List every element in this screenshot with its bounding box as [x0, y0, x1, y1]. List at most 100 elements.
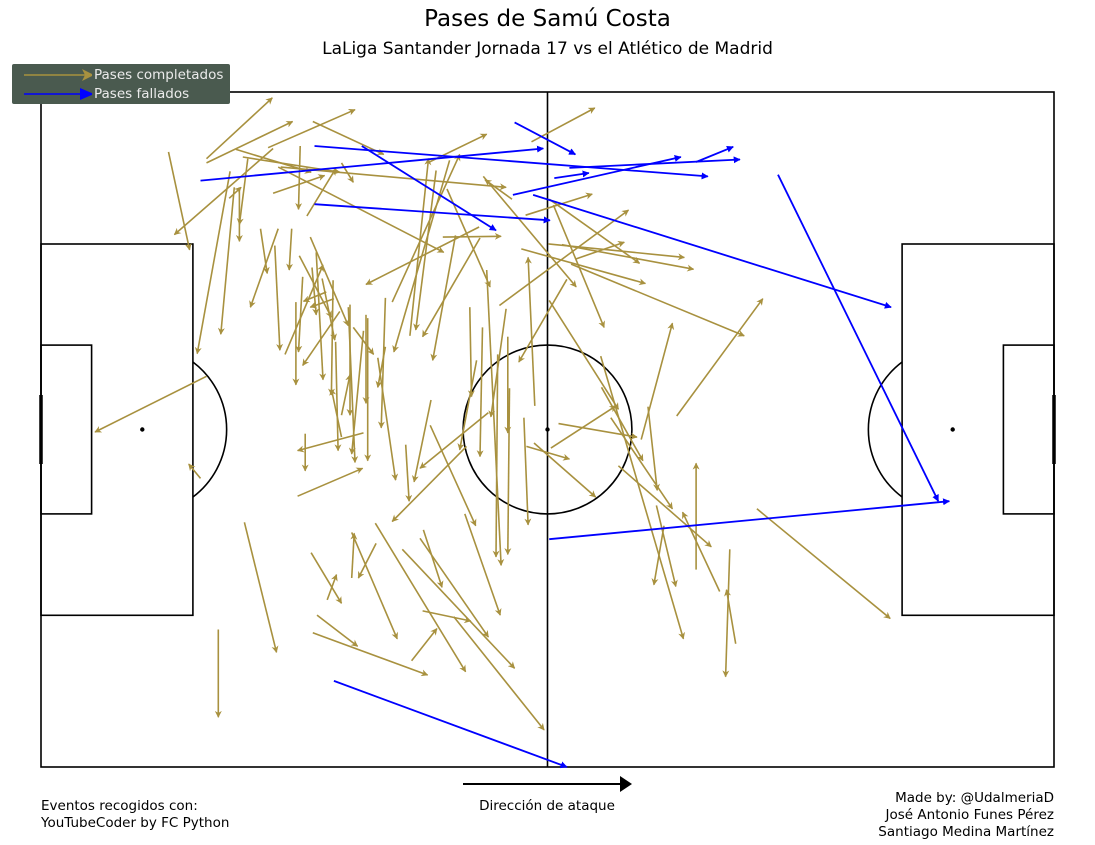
chart-subtitle: LaLiga Santander Jornada 17 vs el Atléti…: [322, 39, 773, 59]
completed-pass-arrow: [524, 256, 536, 406]
completed-pass-arrow: [676, 298, 764, 417]
completed-pass-arrow: [422, 610, 472, 624]
source-line-2: YouTubeCoder by FC Python: [41, 815, 230, 831]
legend-completed-label: Pases completados: [94, 67, 224, 83]
left-penalty-spot: [140, 427, 145, 432]
legend-item-failed: Pases fallados: [12, 85, 230, 103]
completed-pass-arrow: [173, 147, 274, 236]
completed-pass-arrow: [550, 405, 617, 449]
completed-pass-arrow: [722, 549, 731, 678]
completed-pass-arrow: [409, 158, 432, 336]
completed-pass-arrow: [217, 187, 236, 335]
completed-pass-arrow: [570, 263, 745, 337]
completed-pass-arrow: [327, 280, 335, 396]
credit-line-3: Santiago Medina Martínez: [878, 824, 1054, 840]
completed-pass-arrow: [295, 276, 304, 353]
completed-pass-arrow: [329, 388, 343, 438]
completed-pass-arrow: [421, 237, 481, 338]
completed-pass-arrow: [401, 548, 516, 669]
completed-pass-arrow: [194, 171, 231, 355]
right-penalty-area: [901, 243, 1055, 617]
completed-pass-arrow: [267, 108, 356, 149]
completed-pass-arrow: [310, 552, 343, 604]
completed-pass-arrow: [640, 322, 675, 440]
completed-pass-arrow: [410, 628, 438, 662]
legend-failed-label: Pases fallados: [94, 86, 190, 102]
completed-pass-arrow: [552, 204, 605, 329]
completed-pass-arrow: [617, 465, 712, 548]
completed-pass-arrow: [249, 228, 279, 308]
attack-direction-label: Dirección de ataque: [479, 798, 615, 814]
completed-pass-arrow: [404, 444, 413, 502]
center-spot: [545, 427, 550, 432]
completed-pass-arrow: [312, 120, 385, 156]
completed-pass-arrow: [482, 175, 577, 288]
legend: Pases completados Pases fallados: [12, 64, 230, 104]
completed-pass-arrow: [377, 297, 387, 429]
completed-pass-arrow: [600, 386, 644, 462]
completed-pass-arrow: [498, 209, 630, 307]
completed-pass-arrow: [334, 341, 342, 452]
completed-pass-arrow: [235, 148, 312, 174]
completed-pass-arrow: [476, 327, 484, 458]
completed-pass-arrow: [296, 432, 364, 453]
data-source-note: Eventos recogidos con: YouTubeCoder by F…: [41, 798, 229, 832]
failed-pass-arrow: [569, 156, 741, 169]
completed-pass-arrow: [302, 310, 341, 366]
completed-pass-arrow: [548, 299, 620, 410]
completed-pass-arrow: [413, 170, 437, 331]
completed-pass-arrow: [357, 543, 377, 579]
completed-pass-arrow: [298, 255, 333, 318]
completed-pass-arrow: [521, 248, 647, 286]
failed-pass-arrow: [361, 145, 497, 232]
failed-pass-arrow: [514, 121, 577, 156]
left-penalty-arc: [192, 361, 228, 498]
completed-pass-arrow: [309, 236, 350, 327]
legend-failed-arrow-icon: [24, 88, 92, 100]
completed-pass-arrow: [561, 243, 695, 272]
completed-pass-arrow: [352, 326, 375, 355]
failed-passes-layer: [200, 121, 950, 769]
completed-pass-arrow: [228, 186, 242, 199]
completed-pass-arrow: [430, 235, 457, 361]
completed-pass-arrow: [756, 508, 891, 620]
right-penalty-spot: [950, 427, 955, 432]
completed-pass-arrow: [599, 355, 685, 640]
completed-pass-arrow: [422, 529, 444, 588]
left-six-yard-box: [40, 344, 93, 515]
completed-pass-arrow: [259, 228, 270, 275]
completed-pass-arrow: [302, 291, 327, 303]
completed-pass-arrow: [484, 179, 513, 200]
completed-pass-arrow: [309, 297, 335, 309]
left-penalty-area: [40, 243, 194, 617]
completed-pass-arrow: [411, 399, 432, 483]
completed-pass-arrow: [315, 252, 327, 381]
completed-pass-arrow: [340, 162, 354, 183]
completed-pass-arrow: [377, 357, 399, 481]
completed-pass-arrow: [575, 240, 625, 260]
completed-pass-arrow: [523, 417, 532, 526]
completed-pass-arrow: [724, 589, 737, 644]
completed-pass-arrow: [526, 445, 571, 461]
completed-pass-arrow: [651, 525, 665, 586]
completed-pass-arrow: [453, 616, 545, 731]
legend-item-completed: Pases completados: [12, 66, 230, 84]
completed-pass-arrow: [525, 192, 593, 216]
completed-pass-arrow: [243, 522, 279, 653]
completed-pass-arrow: [295, 145, 303, 210]
completed-pass-arrow: [284, 264, 324, 355]
failed-pass-arrow: [314, 145, 709, 180]
completed-pass-arrow: [326, 573, 338, 601]
completed-pass-arrow: [492, 354, 500, 558]
completed-pass-arrow: [467, 307, 475, 398]
completed-pass-arrow: [504, 388, 512, 556]
completed-pass-arrow: [391, 153, 461, 303]
completed-pass-arrow: [419, 411, 489, 469]
completed-pass-arrow: [242, 156, 341, 175]
completed-pass-arrow: [316, 614, 359, 647]
completed-pass-arrow: [518, 278, 568, 363]
completed-pass-arrow: [446, 188, 491, 288]
completed-pass-arrow: [464, 513, 502, 616]
completed-pass-arrow: [205, 97, 273, 160]
